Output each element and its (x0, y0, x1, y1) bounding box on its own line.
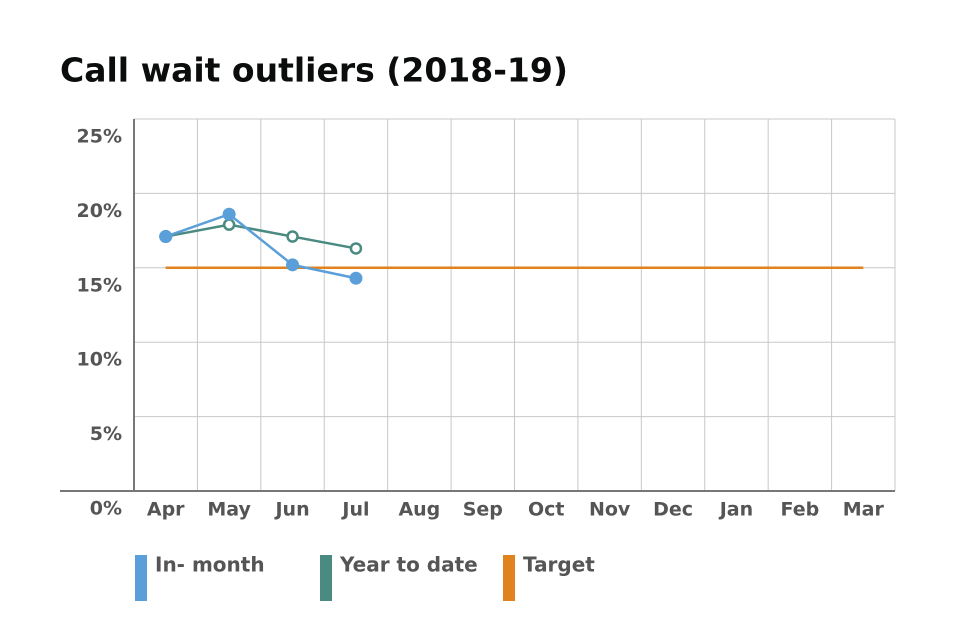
y-tick-label: 25% (77, 126, 122, 148)
legend-label: Target (523, 553, 595, 577)
legend-label: Year to date (339, 553, 478, 577)
x-tick-label: Jul (340, 499, 369, 521)
x-tick-label: Nov (589, 499, 631, 521)
x-tick-label: May (207, 499, 251, 521)
x-tick-label: Jun (273, 499, 309, 521)
y-tick-label: 15% (77, 274, 122, 296)
x-tick-label: Mar (843, 499, 885, 521)
point (286, 230, 299, 243)
x-tick-label: Feb (781, 499, 820, 521)
x-tick-label: Sep (463, 499, 503, 521)
x-tick-label: Dec (653, 499, 693, 521)
point (349, 271, 363, 285)
point (159, 230, 173, 244)
legend-swatch (320, 555, 332, 601)
legend-label: In- month (155, 553, 265, 577)
legend-swatch (135, 555, 147, 601)
y-tick-label: 10% (77, 349, 122, 371)
x-tick-label: Apr (147, 499, 185, 521)
point (222, 207, 236, 221)
point (286, 258, 300, 272)
legend-swatch (503, 555, 515, 601)
x-tick-label: Jan (718, 499, 753, 521)
point (349, 242, 363, 255)
series-line (165, 212, 357, 280)
series-line (165, 223, 357, 250)
y-tick-label: 20% (77, 200, 122, 222)
x-tick-label: Aug (398, 499, 440, 521)
point (222, 218, 236, 231)
x-tick-label: Oct (528, 499, 565, 521)
chart-title: Call wait outliers (2018-19) (60, 51, 568, 90)
y-tick-label: 5% (90, 423, 122, 445)
y-tick-label: 0% (90, 498, 122, 520)
